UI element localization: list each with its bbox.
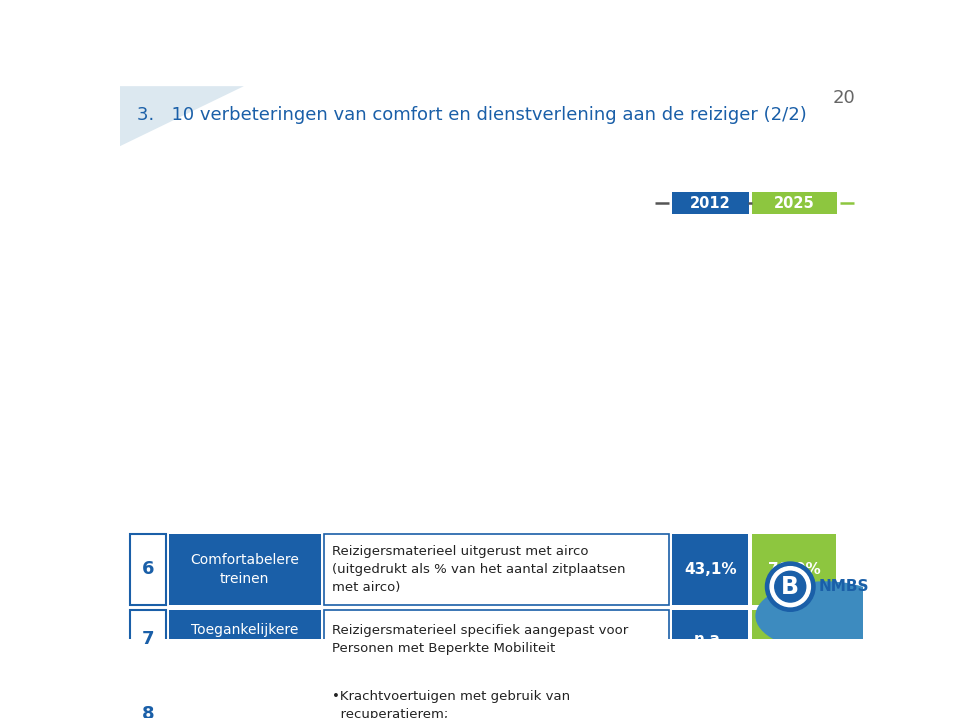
Polygon shape bbox=[120, 86, 244, 146]
Bar bbox=[752, 673, 836, 718]
Ellipse shape bbox=[756, 582, 895, 651]
Text: 7: 7 bbox=[142, 630, 154, 648]
Bar bbox=[324, 533, 669, 605]
Text: n.a.: n.a. bbox=[694, 632, 727, 646]
Text: 8: 8 bbox=[142, 706, 154, 718]
Text: 65,0%
100%: 65,0% 100% bbox=[768, 696, 821, 718]
Text: •Krachtvoertuigen met gebruik van
  recuperatierem;
•Krachtvoertuigen met energi: •Krachtvoertuigen met gebruik van recupe… bbox=[332, 690, 585, 718]
Circle shape bbox=[765, 562, 815, 611]
Bar bbox=[672, 533, 748, 605]
Text: 79,0%: 79,0% bbox=[768, 561, 821, 577]
Text: 20: 20 bbox=[833, 89, 855, 107]
Bar bbox=[130, 533, 166, 605]
Bar bbox=[752, 192, 837, 214]
Bar bbox=[130, 673, 166, 718]
Bar bbox=[169, 610, 320, 668]
Bar bbox=[671, 192, 749, 214]
Text: NMBS: NMBS bbox=[819, 579, 870, 595]
Bar bbox=[169, 673, 320, 718]
Bar bbox=[324, 673, 669, 718]
Text: B: B bbox=[782, 574, 799, 599]
Text: Reizigersmaterieel uitgerust met airco
(uitgedrukt als % van het aantal zitplaat: Reizigersmaterieel uitgerust met airco (… bbox=[332, 545, 625, 594]
Text: 17,4%
17,4%: 17,4% 17,4% bbox=[684, 696, 737, 718]
Text: Energie-efficiëntere
treinen: Energie-efficiëntere treinen bbox=[176, 699, 313, 718]
Text: 2025: 2025 bbox=[774, 196, 814, 210]
Bar bbox=[752, 610, 836, 668]
Text: 6: 6 bbox=[142, 560, 154, 578]
Bar bbox=[324, 610, 669, 668]
Text: 100%: 100% bbox=[771, 632, 818, 646]
Bar bbox=[672, 610, 748, 668]
Text: 2012: 2012 bbox=[690, 196, 731, 210]
Bar bbox=[752, 533, 836, 605]
Circle shape bbox=[770, 567, 810, 607]
Bar bbox=[130, 610, 166, 668]
Bar bbox=[672, 673, 748, 718]
Text: 3.   10 verbeteringen van comfort en dienstverlening aan de reiziger (2/2): 3. 10 verbeteringen van comfort en diens… bbox=[137, 106, 807, 124]
Text: 43,1%: 43,1% bbox=[684, 561, 737, 577]
Text: Toegankelijkere
treinen: Toegankelijkere treinen bbox=[191, 623, 298, 656]
Text: Reizigersmaterieel specifiek aangepast voor
Personen met Beperkte Mobiliteit: Reizigersmaterieel specifiek aangepast v… bbox=[332, 623, 628, 655]
Text: Comfortabelere
treinen: Comfortabelere treinen bbox=[190, 553, 299, 586]
Bar bbox=[169, 533, 320, 605]
Circle shape bbox=[775, 572, 806, 602]
